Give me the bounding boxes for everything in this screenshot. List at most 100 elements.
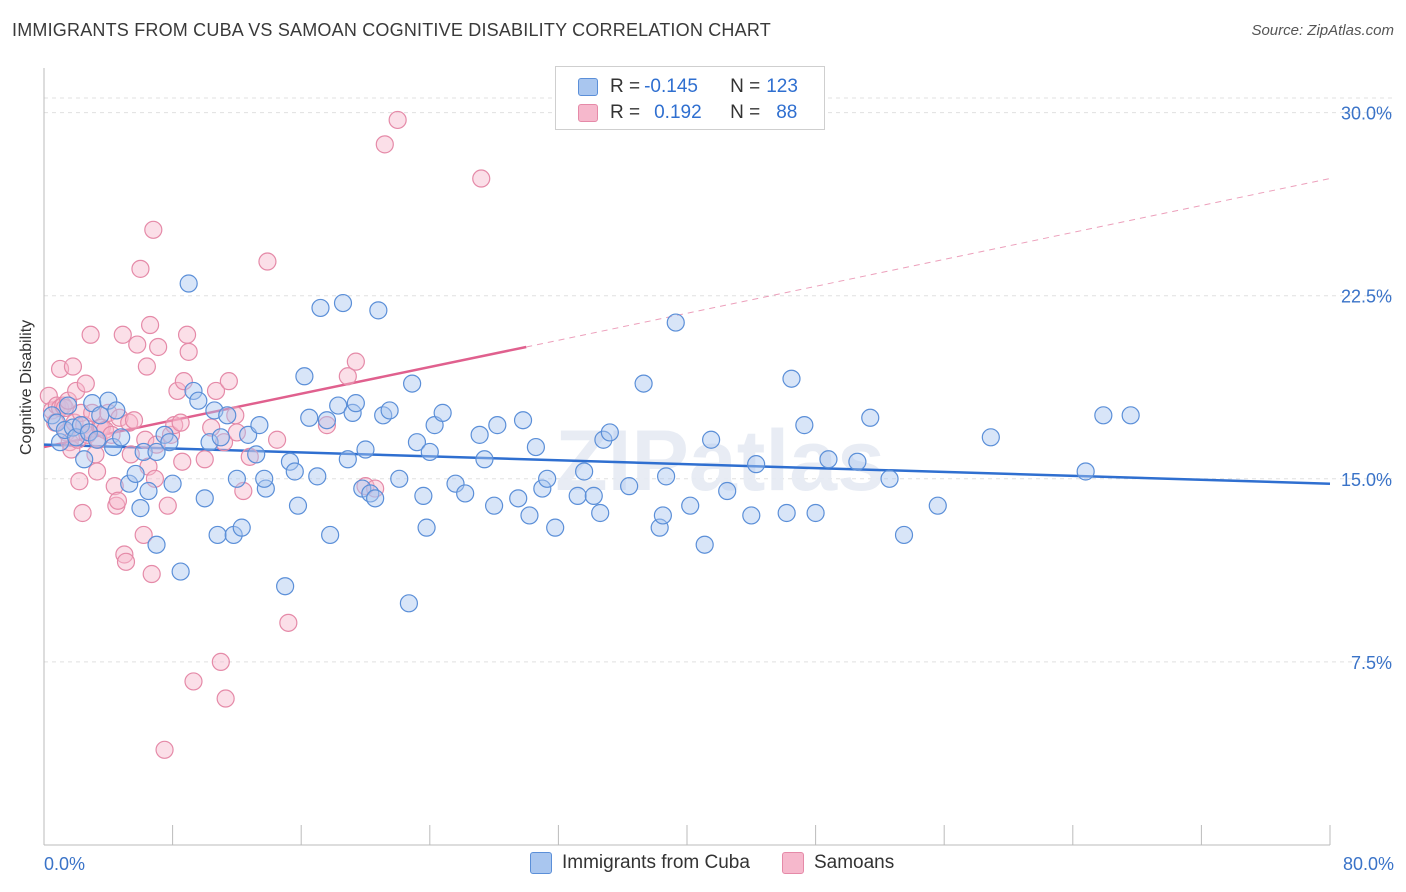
cuba-point xyxy=(417,518,436,537)
legend-r-label: R = xyxy=(610,76,641,97)
cuba-point xyxy=(782,369,801,388)
cuba-point xyxy=(288,496,308,515)
cuba-point xyxy=(695,535,714,554)
samoan-point xyxy=(168,381,187,401)
y-tick-label: 22.5% xyxy=(1341,287,1392,307)
legend-r-label: R = xyxy=(610,102,641,123)
cuba-point xyxy=(247,445,266,464)
cuba-point xyxy=(147,442,166,462)
samoan-point xyxy=(184,672,203,691)
cuba-point xyxy=(200,433,219,452)
cuba-point xyxy=(59,396,78,415)
cuba-point xyxy=(795,416,814,435)
grid-lines xyxy=(44,97,1394,663)
samoan-point xyxy=(267,430,287,449)
samoan-point xyxy=(206,381,226,401)
legend-n-value: 88 xyxy=(776,102,798,123)
cuba-point xyxy=(584,486,603,505)
cuba-point xyxy=(568,486,587,505)
cuba-points xyxy=(42,274,1140,613)
cuba-point xyxy=(189,391,208,410)
samoan-point xyxy=(140,315,160,335)
cuba-point xyxy=(981,428,1000,447)
cuba-point xyxy=(366,489,385,508)
samoan-point xyxy=(137,357,156,376)
cuba-point xyxy=(594,430,613,449)
cuba-point xyxy=(433,403,452,422)
chart-title: IMMIGRANTS FROM CUBA VS SAMOAN COGNITIVE… xyxy=(12,20,771,40)
samoan-point xyxy=(177,325,197,344)
samoan-point xyxy=(142,564,161,584)
cuba-point xyxy=(591,503,610,523)
cuba-point xyxy=(414,486,433,505)
cuba-point xyxy=(208,525,227,545)
cuba-point xyxy=(718,481,737,501)
samoan-point xyxy=(124,411,144,430)
cuba-point xyxy=(894,525,914,545)
cuba-point xyxy=(520,506,539,525)
source-label: Source: ZipAtlas.com xyxy=(1251,22,1394,39)
samoan-point xyxy=(179,342,198,361)
legend-swatch-samoan xyxy=(578,104,598,122)
cuba-point xyxy=(526,437,545,457)
samoan-point xyxy=(134,525,153,545)
cuba-point xyxy=(184,381,203,401)
cuba-point xyxy=(120,474,139,493)
cuba-point xyxy=(485,496,504,515)
cuba-point xyxy=(420,442,439,462)
cuba-point xyxy=(285,462,304,481)
legend-row-samoan: R = 0.192 N = 88 xyxy=(578,101,797,125)
cuba-point xyxy=(131,499,150,518)
cuba-point xyxy=(620,477,639,496)
cuba-point xyxy=(333,293,353,313)
cuba-point xyxy=(681,496,700,515)
samoan-point xyxy=(70,472,89,491)
samoan-point xyxy=(63,357,83,376)
cuba-point xyxy=(657,467,676,486)
cuba-point xyxy=(928,496,947,515)
cuba-point xyxy=(311,298,330,318)
cuba-point xyxy=(126,464,145,484)
legend-n-label: N = xyxy=(730,102,761,123)
cuba-point xyxy=(195,489,214,508)
samoan-trend-extension xyxy=(526,178,1331,348)
cuba-point xyxy=(777,503,796,523)
cuba-point xyxy=(509,489,528,508)
legend-label-cuba: Immigrants from Cuba xyxy=(562,852,750,873)
legend-label-samoan: Samoans xyxy=(813,852,895,873)
legend-n-label: N = xyxy=(730,76,761,97)
samoan-point xyxy=(67,381,86,401)
cuba-point xyxy=(653,506,672,525)
cuba-point xyxy=(107,401,126,420)
y-tick-label: 15.0% xyxy=(1341,470,1392,490)
cuba-point xyxy=(356,440,375,459)
cuba-point xyxy=(747,455,766,474)
cuba-point xyxy=(329,396,348,415)
samoan-point xyxy=(116,552,136,571)
legend-r-value: -0.145 xyxy=(644,76,698,97)
cuba-point xyxy=(211,428,230,447)
cuba-point xyxy=(227,469,246,488)
legend-swatch-samoan xyxy=(781,852,804,874)
cuba-point xyxy=(87,430,107,449)
cuba-trend-line xyxy=(43,443,1331,485)
cuba-point xyxy=(470,425,489,444)
cuba-point xyxy=(139,481,158,501)
legend-item-cuba: Immigrants from Cuba xyxy=(530,852,750,874)
cuba-point xyxy=(280,452,300,471)
cuba-point xyxy=(456,484,475,503)
cuba-point xyxy=(819,450,838,469)
cuba-point xyxy=(343,403,362,422)
cuba-point xyxy=(112,428,131,447)
legend-r-value: 0.192 xyxy=(654,102,702,123)
legend-row-cuba: R = -0.145 N = 123 xyxy=(578,75,798,99)
cuba-point xyxy=(399,594,419,613)
cuba-point xyxy=(321,525,340,545)
cuba-point xyxy=(407,433,427,452)
cuba-point xyxy=(1076,462,1095,481)
legend-n-value: 123 xyxy=(766,76,798,97)
x-tick-right: 80.0% xyxy=(1343,854,1394,874)
samoan-point xyxy=(346,352,365,371)
cuba-point xyxy=(861,408,880,427)
cuba-point xyxy=(702,430,721,449)
